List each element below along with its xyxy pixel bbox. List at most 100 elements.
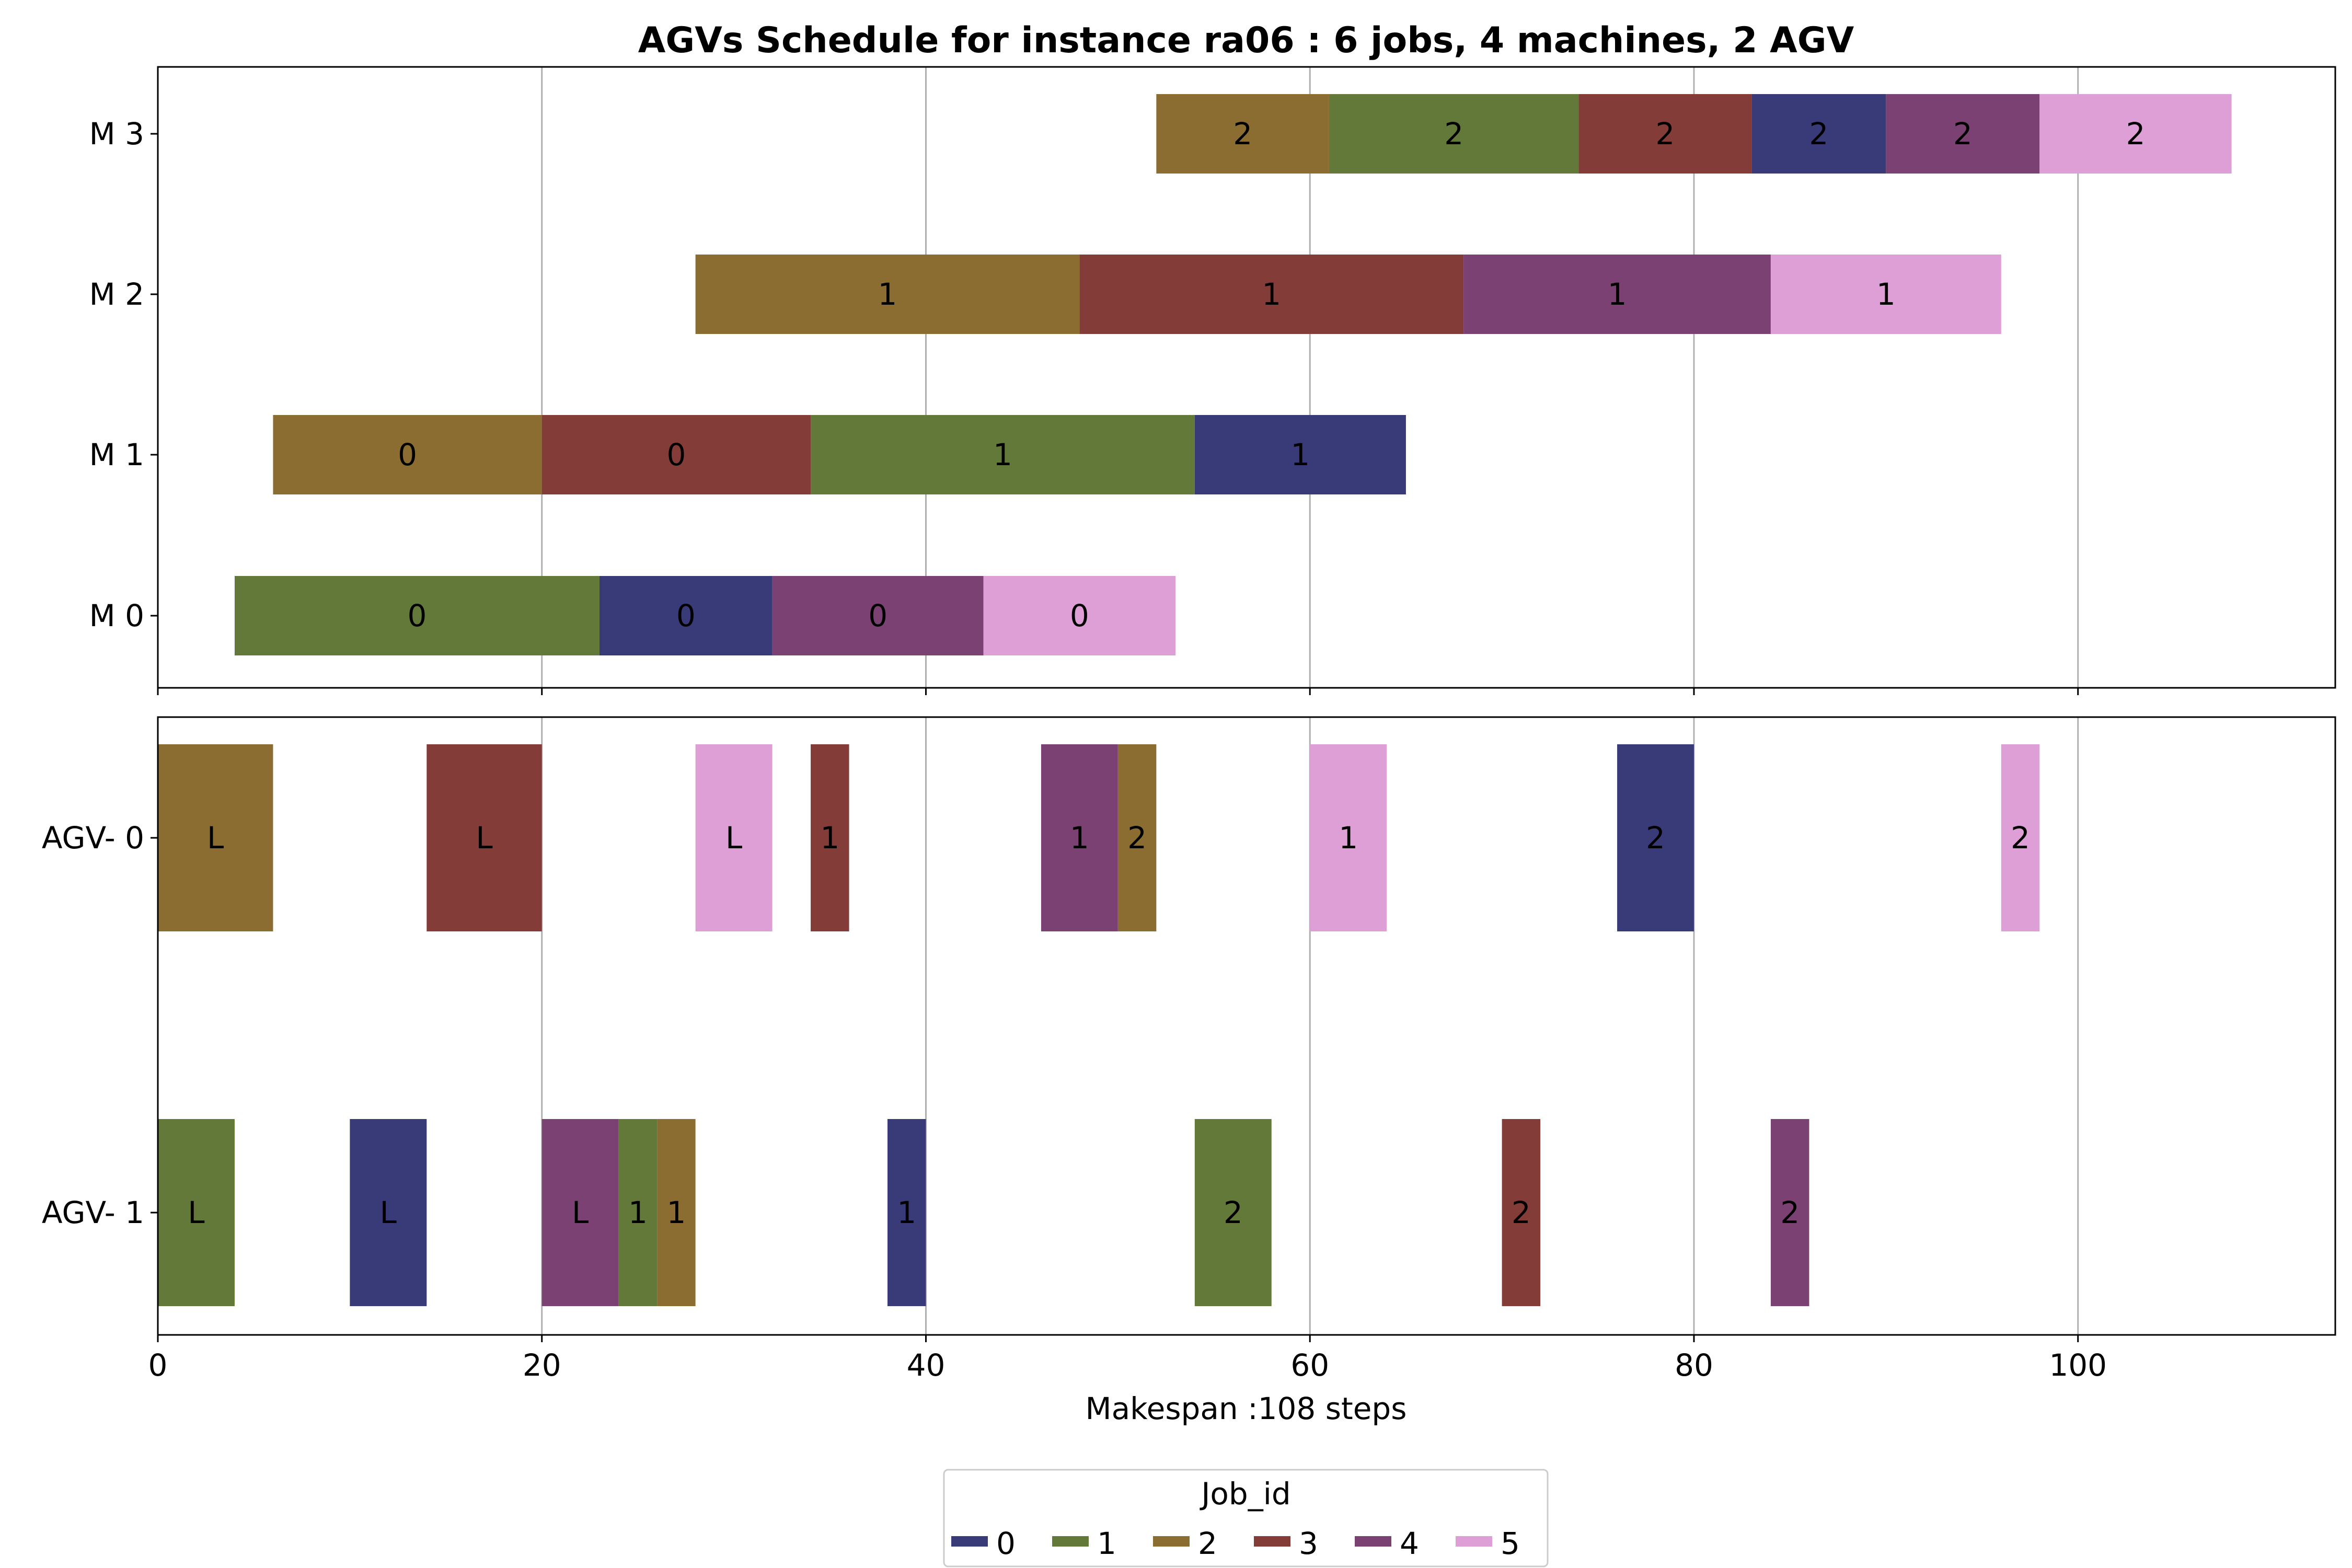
legend-swatch [951, 1536, 988, 1547]
task-bar [158, 744, 273, 931]
task-label: 1 [1290, 437, 1310, 472]
legend-swatch [1355, 1536, 1391, 1547]
x-tick-label: 20 [523, 1347, 561, 1383]
task-bar [1329, 94, 1579, 174]
legend-label: 2 [1198, 1526, 1217, 1561]
task-bar [599, 576, 773, 655]
task-bar [618, 1119, 658, 1306]
task-label: 2 [1224, 1195, 1243, 1230]
legend-swatch [1456, 1536, 1492, 1547]
task-label: 2 [1646, 820, 1665, 856]
task-bar [657, 1119, 696, 1306]
x-axis-label: Makespan :108 steps [1086, 1391, 1407, 1426]
task-bar [772, 576, 984, 655]
task-bar [811, 415, 1195, 494]
task-bar [983, 576, 1176, 655]
task-bar [541, 415, 811, 494]
task-bar [1041, 744, 1118, 931]
legend-label: 5 [1501, 1526, 1520, 1561]
task-bar [1463, 255, 1771, 334]
task-bar [541, 1119, 619, 1306]
row-label: M 0 [89, 598, 144, 633]
task-bar [1617, 744, 1694, 931]
machine-panel-frame [157, 66, 2336, 689]
task-bar [1310, 744, 1387, 931]
task-label: 1 [628, 1195, 648, 1230]
task-bar [350, 1119, 427, 1306]
task-label: 2 [2011, 820, 2030, 856]
task-label: 0 [666, 437, 686, 472]
task-bar [695, 255, 1080, 334]
task-bar [426, 744, 542, 931]
row-label: AGV- 1 [42, 1195, 144, 1230]
task-label: 2 [1233, 116, 1252, 152]
agv-panel-frame [157, 716, 2336, 1336]
task-label: L [380, 1195, 397, 1230]
task-bar [1079, 255, 1464, 334]
legend-swatch [1052, 1536, 1089, 1547]
task-label: 1 [1070, 820, 1089, 856]
legend-title: Job_id [1200, 1476, 1290, 1512]
task-label: 1 [878, 276, 897, 312]
task-label: 2 [1127, 820, 1147, 856]
task-bar [1751, 94, 1886, 174]
x-tick-label: 0 [148, 1347, 168, 1383]
task-label: 2 [1780, 1195, 1800, 1230]
task-label: 1 [666, 1195, 686, 1230]
task-label: L [725, 820, 742, 856]
task-label: L [572, 1195, 589, 1230]
task-bar [1770, 255, 2001, 334]
legend-swatch [1153, 1536, 1190, 1547]
task-label: 2 [1953, 116, 1973, 152]
row-label: M 2 [89, 276, 144, 312]
task-bar [1886, 94, 2040, 174]
task-label: 0 [1070, 598, 1089, 633]
task-label: 1 [1339, 820, 1358, 856]
x-axis-ticks: 0 20 40 60 80 100 [148, 1335, 2107, 1383]
task-bar [811, 744, 849, 931]
task-label: 1 [1608, 276, 1627, 312]
task-bar [1502, 1119, 1541, 1306]
legend-label: 0 [996, 1526, 1016, 1561]
task-label: 0 [407, 598, 426, 633]
task-bar [158, 1119, 235, 1306]
row-label: M 3 [89, 116, 144, 152]
agv-bars: L L L 1 1 2 1 2 2L L L 1 1 1 2 2 2 [158, 744, 2040, 1306]
task-label: 2 [1512, 1195, 1531, 1230]
task-label: 0 [868, 598, 887, 633]
task-label: 2 [1444, 116, 1463, 152]
task-label: 1 [993, 437, 1012, 472]
machine-panel: 0 0 0 0 0 0 1 1 1 1 1 1 2 2 2 2 2 2 M 0 M 1 M 2 M 3 [89, 66, 2336, 695]
task-bar [2001, 744, 2040, 931]
task-bar [1117, 744, 1157, 931]
legend: Job_id 0 1 2 3 4 5 [943, 1469, 1549, 1567]
task-label: 0 [398, 437, 417, 472]
task-bar [273, 415, 542, 494]
task-bar [887, 1119, 926, 1306]
x-tick-label: 80 [1675, 1347, 1713, 1383]
task-bar [1156, 94, 1329, 174]
legend-swatch [1254, 1536, 1290, 1547]
task-bar [695, 744, 773, 931]
row-label: AGV- 0 [42, 820, 144, 856]
task-label: L [476, 820, 492, 856]
chart-title: AGVs Schedule for instance ra06 : 6 jobs… [638, 20, 1854, 61]
legend-label: 3 [1299, 1526, 1318, 1561]
legend-label: 4 [1400, 1526, 1419, 1561]
task-bar [1770, 1119, 1809, 1306]
task-label: 1 [1876, 276, 1896, 312]
task-label: 1 [897, 1195, 916, 1230]
task-label: L [188, 1195, 204, 1230]
task-label: 1 [1262, 276, 1281, 312]
machine-x-ticks [157, 688, 2079, 695]
task-label: 2 [1809, 116, 1828, 152]
task-label: 0 [676, 598, 696, 633]
task-bar [2039, 94, 2232, 174]
task-label: 2 [2126, 116, 2145, 152]
legend-entries: 0 1 2 3 4 5 [951, 1526, 1520, 1561]
x-tick-label: 60 [1290, 1347, 1329, 1383]
machine-bars: 0 0 0 0 0 0 1 1 1 1 1 1 2 2 2 2 2 2 [234, 94, 2232, 655]
machine-row-labels: M 0 M 1 M 2 M 3 [89, 116, 158, 633]
